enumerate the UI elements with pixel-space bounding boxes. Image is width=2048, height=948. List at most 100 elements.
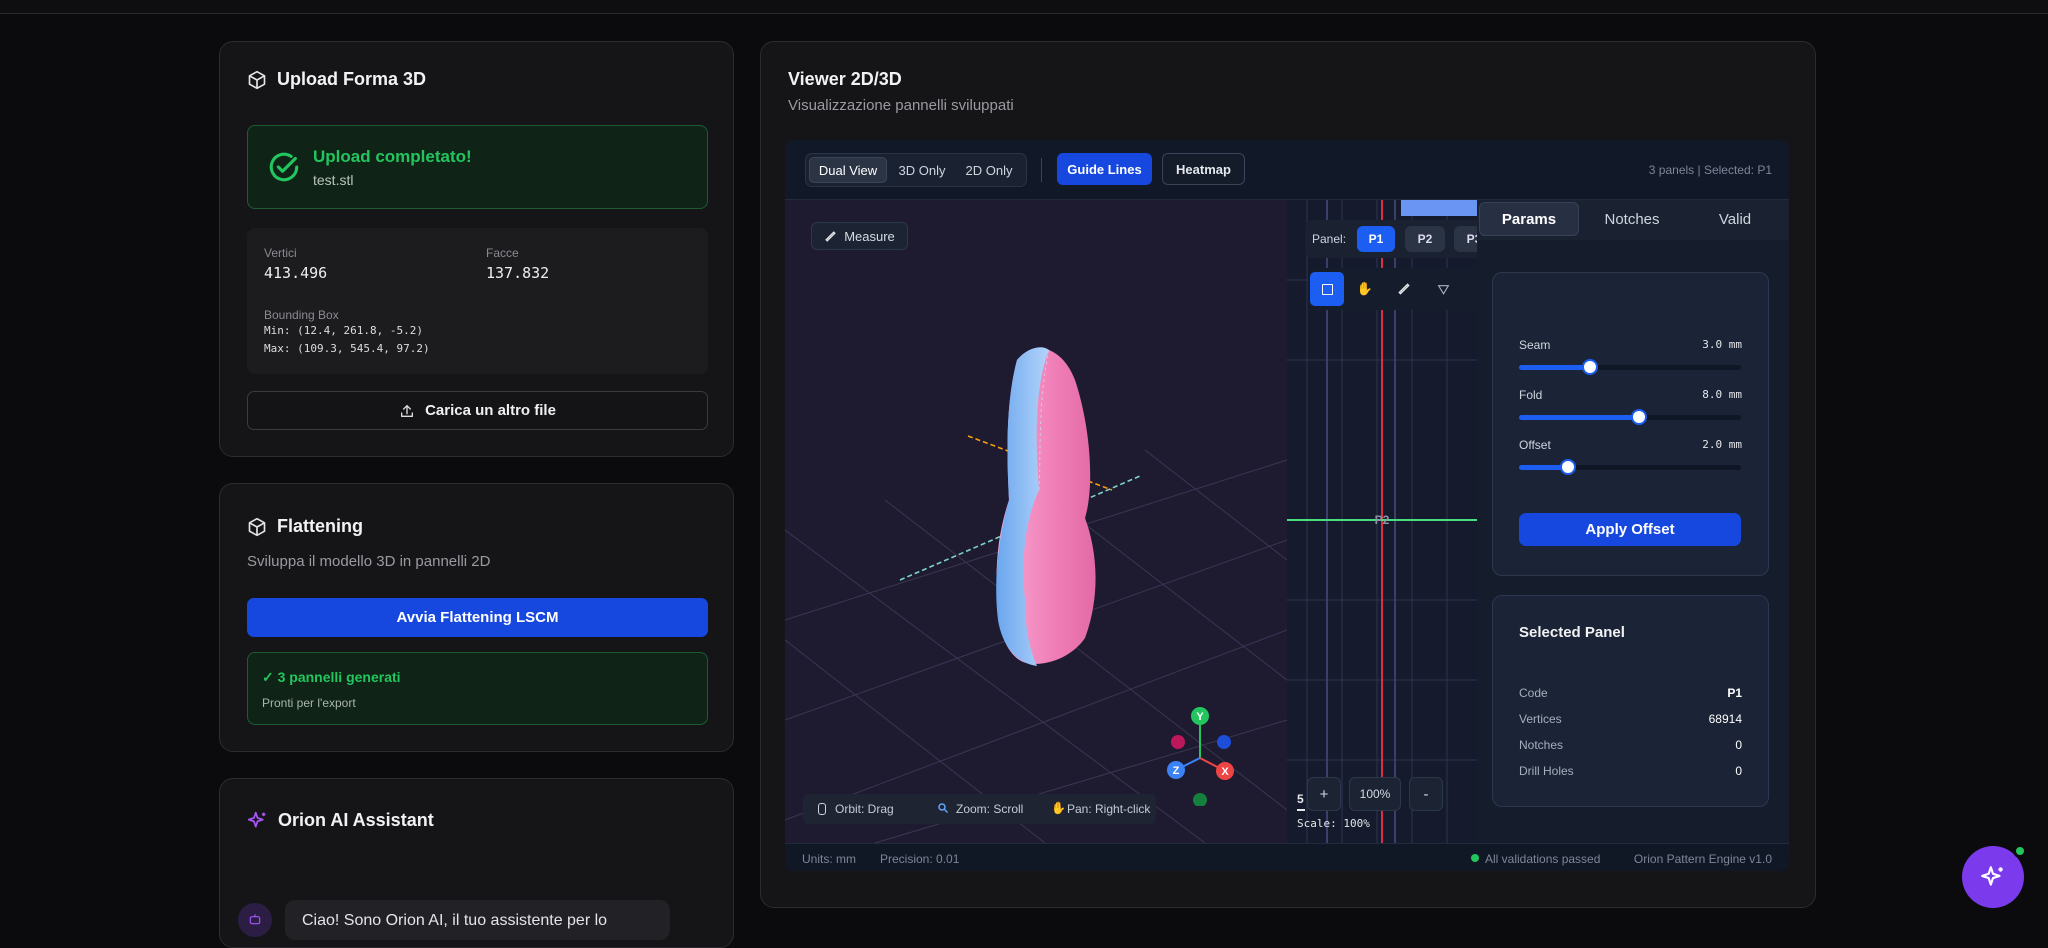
- measure-button[interactable]: Measure: [811, 222, 908, 250]
- axis-z-label: Z: [1173, 765, 1180, 777]
- upload-success-box: Upload completato! test.stl: [247, 125, 708, 209]
- bbox-min: Min: (12.4, 261.8, -5.2): [264, 324, 423, 337]
- slider-fill: [1519, 465, 1568, 470]
- upload-icon: [399, 403, 415, 419]
- flattening-result-sub: Pronti per l'export: [262, 696, 356, 710]
- selected-row-label: Notches: [1519, 738, 1564, 752]
- panel-button-p2[interactable]: P2: [1405, 226, 1445, 252]
- side-panel: Params Notches Valid Seam 3.0 mm Fold 8.0 m…: [1477, 200, 1789, 843]
- hint-zoom: Zoom: Scroll: [956, 802, 1024, 816]
- param-value-offset: 2.0 mm: [1702, 438, 1742, 451]
- measure-label: Measure: [844, 228, 895, 244]
- selected-row-label: Vertices: [1519, 712, 1562, 726]
- axis-gizmo[interactable]: Y X Z: [1152, 706, 1252, 806]
- param-slider-fold[interactable]: [1519, 409, 1741, 425]
- panel-selector-label: Panel:: [1312, 232, 1347, 246]
- vertices-label: Vertici: [264, 246, 297, 260]
- axis-x-label: X: [1221, 766, 1229, 778]
- param-slider-seam[interactable]: [1519, 359, 1741, 375]
- slider-thumb[interactable]: [1559, 459, 1576, 475]
- ai-assistant-fab[interactable]: [1962, 844, 2027, 908]
- status-units: Units: mm: [802, 852, 856, 866]
- param-label-offset: Offset: [1519, 438, 1551, 452]
- side-tabs: Params Notches Valid: [1477, 200, 1789, 240]
- param-label-seam: Seam: [1519, 338, 1551, 352]
- param-slider-offset[interactable]: [1519, 459, 1741, 475]
- assistant-avatar: [238, 903, 272, 937]
- upload-another-button[interactable]: Carica un altro file: [247, 391, 708, 430]
- magnifier-icon: [937, 802, 949, 814]
- zoom-controls: + 100% -: [1305, 775, 1450, 815]
- slider-thumb[interactable]: [1582, 359, 1599, 375]
- view-mode-3d[interactable]: 3D Only: [898, 162, 946, 178]
- hand-icon: ✋: [1051, 801, 1066, 815]
- flattening-result-box: ✓ 3 pannelli generati Pronti per l'expor…: [247, 652, 708, 725]
- params-card: Seam 3.0 mm Fold 8.0 mm Offset 2.0 mm Apply O…: [1492, 272, 1769, 576]
- selected-row-value: 68914: [1708, 712, 1742, 726]
- cube-icon: [247, 517, 267, 537]
- vertices-value: 413.496: [264, 264, 328, 282]
- flattening-card: Flattening Sviluppa il modello 3D in pan…: [219, 483, 734, 752]
- viewer-subtitle: Visualizzazione pannelli sviluppati: [788, 97, 1014, 114]
- upload-card-title: Upload Forma 3D: [247, 69, 426, 90]
- mouse-icon: [818, 803, 826, 815]
- heatmap-button[interactable]: Heatmap: [1162, 153, 1245, 185]
- upload-card: Upload Forma 3D Upload completato! test.…: [219, 41, 734, 457]
- flattening-title-text: Flattening: [277, 516, 363, 536]
- slider-thumb[interactable]: [1630, 409, 1647, 425]
- status-bar: Units: mm Precision: 0.01 All validation…: [785, 843, 1789, 871]
- tab-valid[interactable]: Valid: [1718, 210, 1752, 228]
- hand-icon: ✋: [1356, 281, 1374, 296]
- bot-icon: [248, 912, 262, 926]
- zoom-out-button[interactable]: -: [1409, 777, 1443, 811]
- assistant-card-title: Orion AI Assistant: [247, 810, 434, 831]
- view-mode-dual[interactable]: Dual View: [809, 157, 887, 183]
- selected-row-label: Drill Holes: [1519, 764, 1574, 778]
- upload-another-label: Carica un altro file: [425, 402, 556, 419]
- 3d-scene[interactable]: Measure Orbit: Drag Zoom: Scroll ✋ Pan: …: [785, 200, 1287, 843]
- view-mode-group: Dual View 3D Only 2D Only: [805, 153, 1027, 187]
- axis-y-label: Y: [1196, 711, 1204, 723]
- viewer-title: Viewer 2D/3D: [788, 69, 902, 89]
- scale-text: Scale: 100%: [1297, 817, 1370, 830]
- slider-fill: [1519, 415, 1639, 420]
- zoom-level: 100%: [1349, 777, 1401, 811]
- guide-lines-button[interactable]: Guide Lines: [1057, 153, 1152, 185]
- status-dot: [1471, 854, 1479, 862]
- flattening-result-title: ✓ 3 pannelli generati: [262, 669, 401, 685]
- view-mode-2d[interactable]: 2D Only: [965, 162, 1013, 178]
- selected-row-value: P1: [1727, 686, 1742, 700]
- zoom-in-button[interactable]: +: [1307, 777, 1341, 811]
- faces-label: Facce: [486, 246, 519, 260]
- param-label-fold: Fold: [1519, 388, 1543, 402]
- selected-row-label: Code: [1519, 686, 1548, 700]
- tab-notches[interactable]: Notches: [1604, 210, 1660, 228]
- tool-select[interactable]: [1310, 272, 1344, 306]
- tab-params[interactable]: Params: [1479, 202, 1579, 236]
- toolbar-separator: [1041, 158, 1042, 182]
- apply-offset-button[interactable]: Apply Offset: [1519, 513, 1741, 546]
- tool-ruler[interactable]: [1387, 272, 1421, 306]
- selected-panel-card: Selected Panel Code P1 Vertices 68914 Notche…: [1492, 595, 1769, 807]
- mesh-stats-box: Vertici 413.496 Facce 137.832 Bounding B…: [247, 228, 708, 374]
- panel-selector: Panel: P1 P2 P3: [1305, 220, 1495, 258]
- bbox-label: Bounding Box: [264, 308, 339, 322]
- scale-bar: [1297, 809, 1305, 811]
- tool-hand[interactable]: ✋: [1348, 272, 1382, 306]
- upload-title-text: Upload Forma 3D: [277, 69, 427, 89]
- panel-button-p1[interactable]: P1: [1357, 226, 1395, 252]
- hint-pan: Pan: Right-click: [1067, 802, 1151, 816]
- select-icon: [1321, 283, 1333, 295]
- start-flattening-button[interactable]: Avvia Flattening LSCM: [247, 598, 708, 637]
- faces-value: 137.832: [486, 264, 550, 282]
- sparkles-icon: [247, 810, 268, 831]
- selected-row-value: 0: [1735, 764, 1742, 778]
- scale-value: 5: [1297, 792, 1304, 806]
- sparkles-icon: [1980, 864, 2006, 890]
- triangle-icon: [1437, 283, 1450, 296]
- tool-triangle[interactable]: [1426, 272, 1460, 306]
- selected-row-value: 0: [1735, 738, 1742, 752]
- controls-hint: Orbit: Drag Zoom: Scroll ✋ Pan: Right-cl…: [803, 794, 1156, 824]
- flattening-subtitle: Sviluppa il modello 3D in pannelli 2D: [247, 553, 491, 570]
- status-engine: Orion Pattern Engine v1.0: [1633, 852, 1772, 866]
